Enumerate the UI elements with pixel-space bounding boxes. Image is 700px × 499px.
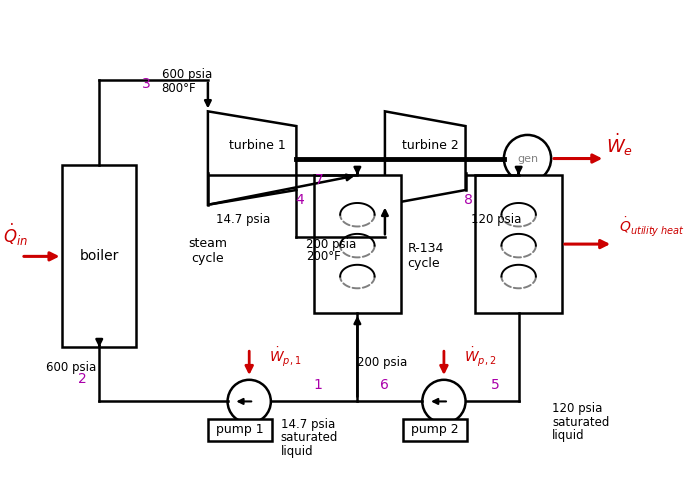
Text: 200°F: 200°F: [306, 250, 341, 263]
Text: 3: 3: [141, 77, 150, 91]
Text: turbine 1: turbine 1: [229, 139, 286, 152]
Text: gen: gen: [517, 154, 538, 164]
Bar: [475, 175, 562, 313]
Text: pump 1: pump 1: [216, 424, 264, 437]
Text: 5: 5: [491, 378, 499, 392]
Polygon shape: [208, 111, 296, 205]
Text: $\dot{Q}_{in}$: $\dot{Q}_{in}$: [3, 222, 28, 248]
Text: saturated: saturated: [281, 431, 338, 444]
Bar: [402, 419, 466, 441]
Text: $\dot{W}_{p,1}$: $\dot{W}_{p,1}$: [269, 345, 301, 368]
Text: 6: 6: [381, 378, 389, 392]
Text: liquid: liquid: [552, 429, 584, 442]
Text: 4: 4: [295, 193, 304, 207]
Bar: [208, 419, 272, 441]
Text: R-134
cycle: R-134 cycle: [407, 242, 444, 270]
Text: 600 psia: 600 psia: [162, 68, 212, 81]
Bar: [62, 166, 136, 347]
Text: 200 psia: 200 psia: [306, 238, 356, 250]
Polygon shape: [385, 111, 466, 205]
Text: boiler: boiler: [80, 250, 119, 263]
Text: 14.7 psia: 14.7 psia: [281, 418, 335, 431]
Text: 2: 2: [78, 372, 86, 386]
Text: 120 psia: 120 psia: [472, 213, 522, 226]
Text: 8: 8: [464, 193, 473, 207]
Text: $\dot{W}_{p,2}$: $\dot{W}_{p,2}$: [463, 345, 496, 368]
Text: $\dot{W}_e$: $\dot{W}_e$: [606, 132, 634, 158]
Text: 7: 7: [315, 173, 323, 187]
Text: steam
cycle: steam cycle: [188, 237, 228, 265]
Bar: [314, 175, 400, 313]
Text: 120 psia: 120 psia: [552, 402, 603, 415]
Circle shape: [228, 380, 271, 423]
Circle shape: [422, 380, 466, 423]
Text: 1: 1: [314, 378, 323, 392]
Circle shape: [504, 135, 551, 182]
Text: $\dot{Q}_{utility\ heat}$: $\dot{Q}_{utility\ heat}$: [619, 215, 685, 238]
Text: liquid: liquid: [281, 445, 314, 458]
Text: 14.7 psia: 14.7 psia: [216, 213, 270, 226]
Text: turbine 2: turbine 2: [402, 139, 458, 152]
Text: saturated: saturated: [552, 416, 610, 429]
Text: 600 psia: 600 psia: [46, 360, 96, 374]
Text: pump 2: pump 2: [411, 424, 458, 437]
Text: 200 psia: 200 psia: [358, 356, 407, 369]
Text: 800°F: 800°F: [162, 82, 196, 95]
